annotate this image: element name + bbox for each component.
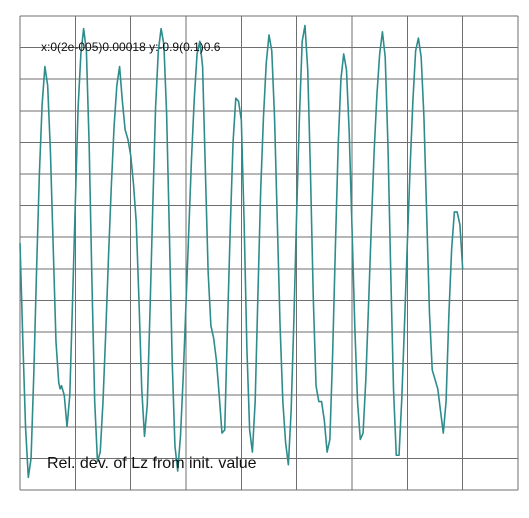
chart-grid [19, 15, 519, 491]
chart-caption: Rel. dev. of Lz from init. value [47, 455, 257, 472]
series-line [19, 24, 464, 479]
axis-range-label: x:0(2e-005)0.00018 y:-0.9(0.1)0.6 [41, 40, 221, 54]
